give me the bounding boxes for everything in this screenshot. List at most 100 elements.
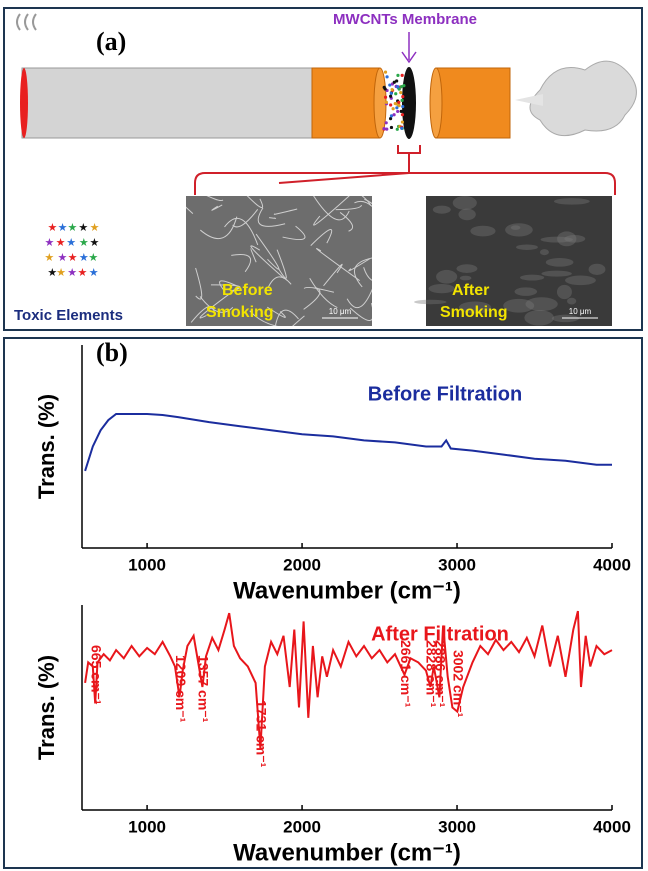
particle xyxy=(392,113,395,116)
toxic-icon: ★ xyxy=(79,252,89,264)
particle xyxy=(401,105,404,108)
texture xyxy=(458,209,475,221)
particle xyxy=(396,128,399,131)
toxic-icon: ★ xyxy=(45,237,55,249)
particle xyxy=(382,127,385,130)
after-label-2: Smoking xyxy=(440,304,508,321)
particle xyxy=(400,85,403,88)
particle xyxy=(384,96,387,99)
particle xyxy=(396,74,399,77)
particle xyxy=(390,126,393,129)
x-tick-label: 4000 xyxy=(593,555,631,574)
toxic-icon: ★ xyxy=(90,237,100,249)
toxic-icon: ★ xyxy=(66,237,76,249)
particle xyxy=(385,75,388,78)
particle xyxy=(396,110,399,113)
cigarette-body xyxy=(22,68,317,138)
texture xyxy=(470,226,495,237)
texture xyxy=(541,271,571,277)
particle xyxy=(385,128,388,131)
particle xyxy=(389,117,392,120)
particle xyxy=(395,106,398,109)
particle xyxy=(401,99,404,102)
toxic-icon: ★ xyxy=(47,222,57,234)
toxic-icon: ★ xyxy=(44,252,54,264)
texture xyxy=(546,258,574,267)
filter-left xyxy=(312,68,380,138)
figure: MWCNTs Membrane (a) Before Smoking After… xyxy=(0,0,648,871)
texture xyxy=(515,287,537,296)
particle xyxy=(394,92,397,95)
filter-right-end xyxy=(430,68,442,138)
texture xyxy=(453,196,477,210)
particle xyxy=(392,107,395,110)
peak-label: 3002 cm⁻¹ xyxy=(451,650,467,718)
y-axis-label: Trans. (%) xyxy=(34,394,59,499)
toxic-icon: ★ xyxy=(68,222,78,234)
toxic-icon: ★ xyxy=(77,267,87,279)
x-tick-label: 3000 xyxy=(438,555,476,574)
texture xyxy=(567,298,576,305)
x-tick-label: 1000 xyxy=(128,555,166,574)
after-label-1: After xyxy=(452,282,489,299)
toxic-icon: ★ xyxy=(67,267,77,279)
peak-label: 665 cm⁻¹ xyxy=(88,645,104,705)
particle xyxy=(400,127,403,130)
texture xyxy=(429,284,455,293)
toxic-icon: ★ xyxy=(58,252,68,264)
toxic-icon: ★ xyxy=(78,222,88,234)
peak-label: 2886 cm⁻¹ xyxy=(433,640,449,708)
particle xyxy=(391,88,394,91)
toxic-label: Toxic Elements xyxy=(14,307,123,324)
toxic-icon: ★ xyxy=(58,222,68,234)
peak-label: 1209 cm⁻¹ xyxy=(173,655,189,723)
particle xyxy=(399,91,402,94)
texture xyxy=(541,237,573,243)
x-tick-label: 1000 xyxy=(128,817,166,836)
particle xyxy=(385,101,388,104)
particle xyxy=(389,103,392,106)
texture xyxy=(520,275,544,281)
particle xyxy=(385,121,388,124)
texture xyxy=(557,285,572,299)
texture xyxy=(526,297,558,311)
particle xyxy=(401,120,404,123)
toxic-icon: ★ xyxy=(68,252,78,264)
before-label-2: Smoking xyxy=(206,304,274,321)
texture xyxy=(516,244,538,249)
particle xyxy=(383,86,386,89)
peak-label: 1357 cm⁻¹ xyxy=(196,655,212,723)
x-tick-label: 4000 xyxy=(593,817,631,836)
x-axis-label: Wavenumber (cm⁻¹) xyxy=(233,577,461,604)
toxic-icon: ★ xyxy=(79,237,89,249)
scale-label: 10 μm xyxy=(569,307,592,316)
texture xyxy=(589,264,606,275)
texture xyxy=(540,249,549,255)
particle xyxy=(390,92,393,95)
particle xyxy=(389,95,392,98)
membrane xyxy=(402,67,416,139)
toxic-icon: ★ xyxy=(56,237,66,249)
x-tick-label: 3000 xyxy=(438,817,476,836)
texture xyxy=(433,206,451,214)
before-label-1: Before xyxy=(222,282,273,299)
texture xyxy=(505,223,533,236)
scale-label: 10 μm xyxy=(329,307,352,316)
x-tick-label: 2000 xyxy=(283,817,321,836)
y-axis-label: Trans. (%) xyxy=(34,655,59,760)
texture xyxy=(524,310,554,326)
toxic-icon: ★ xyxy=(88,252,98,264)
cigarette-tip xyxy=(20,68,28,138)
particle xyxy=(384,70,387,73)
toxic-icon: ★ xyxy=(89,267,99,279)
texture xyxy=(554,198,590,204)
particle xyxy=(395,79,398,82)
texture xyxy=(460,276,472,281)
particle xyxy=(401,95,404,98)
x-tick-label: 2000 xyxy=(283,555,321,574)
x-axis-label: Wavenumber (cm⁻¹) xyxy=(233,839,461,866)
series-label: Before Filtration xyxy=(368,383,522,405)
peak-label: 1731 cm⁻¹ xyxy=(254,700,270,768)
particle xyxy=(397,101,400,104)
filter-right xyxy=(436,68,510,138)
